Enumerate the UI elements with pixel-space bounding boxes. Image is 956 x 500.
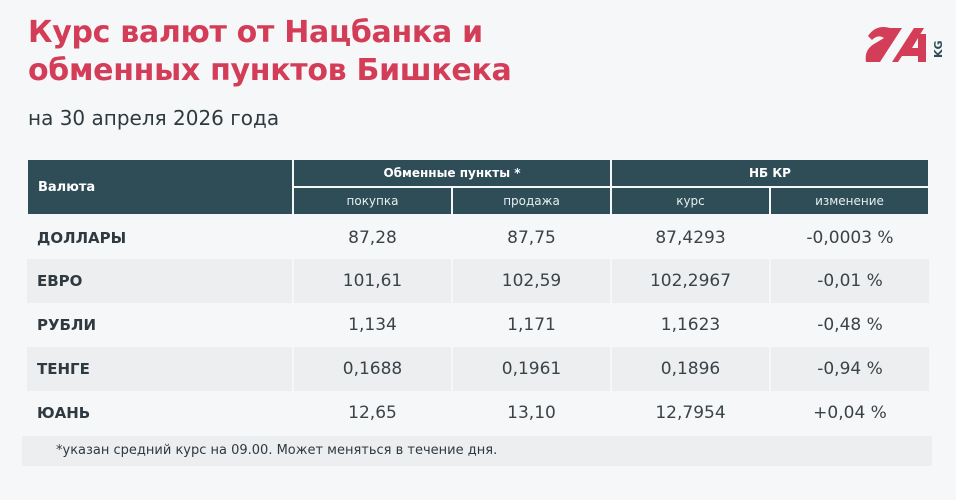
rate-value: 1,1623	[610, 303, 770, 347]
table-row: ТЕНГЕ 0,1688 0,1961 0,1896 -0,94 %	[27, 347, 929, 391]
table-row: ДОЛЛАРЫ 87,28 87,75 87,4293 -0,0003 %	[27, 215, 929, 259]
rate-value: 87,4293	[610, 215, 770, 259]
date-subtitle: на 30 апреля 2026 года	[28, 106, 280, 130]
header-exchange-points: Обменные пункты *	[292, 158, 612, 188]
change-value: -0,48 %	[769, 303, 929, 347]
change-value: -0,01 %	[769, 259, 929, 303]
buy-value: 101,61	[292, 259, 452, 303]
header-rate: курс	[610, 186, 771, 216]
table-row: ЮАНЬ 12,65 13,10 12,7954 +0,04 %	[27, 391, 929, 435]
sell-value: 87,75	[451, 215, 611, 259]
header-nbkr: НБ КР	[610, 158, 930, 188]
change-value: -0,94 %	[769, 347, 929, 391]
sell-value: 13,10	[451, 391, 611, 435]
buy-value: 0,1688	[292, 347, 452, 391]
svg-text:KG: KG	[932, 40, 942, 58]
rate-value: 102,2967	[610, 259, 770, 303]
currency-name: ДОЛЛАРЫ	[37, 228, 127, 247]
header-sell: продажа	[451, 186, 612, 216]
currency-name: ЕВРО	[27, 259, 293, 303]
buy-value: 87,28	[292, 215, 452, 259]
change-value: -0,0003 %	[769, 215, 929, 259]
table-row: ЕВРО 101,61 102,59 102,2967 -0,01 %	[27, 259, 929, 303]
rate-value: 12,7954	[610, 391, 770, 435]
footnote: *указан средний курс на 09.00. Может мен…	[22, 436, 932, 466]
currency-name: ТЕНГЕ	[27, 347, 293, 391]
title-line-1: Курс валют от Нацбанка и	[28, 15, 483, 50]
currency-name: ЮАНЬ	[37, 404, 91, 422]
rate-value: 0,1896	[610, 347, 770, 391]
buy-value: 1,134	[292, 303, 452, 347]
24kg-logo: KG	[865, 27, 942, 62]
header-currency: Валюта	[26, 158, 294, 216]
buy-value: 12,65	[292, 391, 452, 435]
sell-value: 1,171	[451, 303, 611, 347]
currency-table: Валюта Обменные пункты * НБ КР покупка п…	[26, 158, 930, 435]
sell-value: 0,1961	[451, 347, 611, 391]
header-buy: покупка	[292, 186, 453, 216]
table-row: РУБЛИ 1,134 1,171 1,1623 -0,48 %	[27, 303, 929, 347]
sell-value: 102,59	[451, 259, 611, 303]
title-line-2: обменных пунктов Бишкека	[28, 53, 512, 88]
currency-name: РУБЛИ	[37, 316, 97, 334]
change-value: +0,04 %	[769, 391, 929, 435]
header-change: изменение	[769, 186, 930, 216]
page-title: Курс валют от Нацбанка и обменных пункто…	[28, 14, 512, 90]
